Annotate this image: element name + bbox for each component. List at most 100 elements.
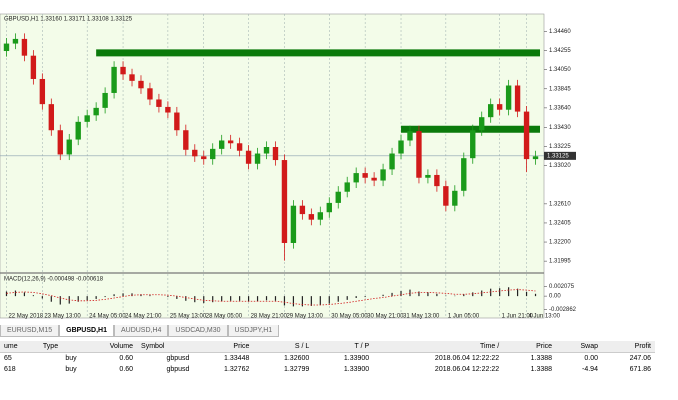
candle-body bbox=[12, 38, 19, 44]
candle-body bbox=[496, 104, 503, 110]
chart-title: GBPUSD,H1 1.33160 1.33171 1.33108 1.3312… bbox=[4, 17, 133, 23]
cell: 0.00 bbox=[584, 355, 598, 362]
x-tick-label: 30 May 05:00 bbox=[331, 314, 368, 320]
cell: 1.33448 bbox=[224, 355, 250, 362]
chart-area bbox=[0, 13, 545, 319]
candle-body bbox=[479, 117, 485, 131]
candle-body bbox=[461, 158, 467, 191]
candle-body bbox=[272, 147, 279, 161]
y-tick-label: 1.33020 bbox=[549, 163, 571, 169]
column-header[interactable]: ume bbox=[0, 341, 39, 353]
candle-body bbox=[66, 139, 72, 155]
column-header[interactable]: S / L bbox=[253, 341, 314, 353]
y-tick-label: 1.34255 bbox=[549, 48, 571, 54]
candle-body bbox=[371, 177, 377, 181]
candle-body bbox=[111, 66, 117, 93]
y-tick-label: 1.34460 bbox=[549, 29, 571, 35]
candle-body bbox=[174, 112, 180, 131]
cell: buy bbox=[65, 366, 77, 373]
y-tick-label: 0.00 bbox=[549, 294, 561, 300]
column-header[interactable]: Symbol bbox=[137, 341, 194, 353]
y-tick-label: 1.33845 bbox=[549, 86, 571, 92]
column-header[interactable]: Price bbox=[503, 341, 557, 353]
x-tick-label: 31 May 13:00 bbox=[403, 314, 440, 320]
candle-body bbox=[218, 140, 225, 149]
cell: 1.32600 bbox=[283, 355, 310, 362]
column-header[interactable]: Volume bbox=[80, 341, 138, 353]
candle-body bbox=[93, 107, 99, 116]
y-tick-label: 1.33430 bbox=[549, 125, 571, 131]
candle-body bbox=[353, 173, 359, 183]
candle-body bbox=[48, 104, 55, 131]
symbol-tabs: EURUSD,M15 GBPUSD,H1 AUDUSD,H4 USDCAD,M30 US… bbox=[0, 325, 280, 337]
candle-body bbox=[514, 85, 521, 112]
candle-body bbox=[165, 106, 171, 113]
candle-body bbox=[416, 131, 422, 178]
symbol-tab[interactable]: EURUSD,M15 bbox=[0, 325, 60, 337]
candle-body bbox=[434, 174, 440, 187]
y-tick-label: 1.32610 bbox=[549, 201, 571, 207]
chart: GBPUSD,H1 1.33160 1.33171 1.33108 1.3312… bbox=[0, 13, 577, 320]
candle-body bbox=[3, 43, 10, 52]
candle-body bbox=[523, 111, 530, 160]
candle-body bbox=[335, 191, 341, 203]
y-tick-label: 1.32405 bbox=[549, 221, 571, 227]
x-tick-label: 30 May 21:00 bbox=[367, 314, 404, 320]
cell: 1.33900 bbox=[343, 366, 370, 373]
x-tick-label: 23 May 13:00 bbox=[44, 314, 81, 320]
x-tick-label: 24 May 05:00 bbox=[89, 314, 126, 320]
candle-body bbox=[398, 140, 404, 154]
candle-body bbox=[505, 85, 512, 110]
candle-body bbox=[308, 214, 315, 220]
order-row[interactable]: 618 buy 0.60 gbpusd 1.32762 1.32799 1.33900 201… bbox=[0, 364, 655, 375]
column-header[interactable]: T / P bbox=[313, 341, 374, 353]
candle-body bbox=[281, 160, 288, 243]
y-tick-label: 1.33640 bbox=[549, 105, 571, 111]
cell: 1.32762 bbox=[224, 366, 250, 373]
order-row[interactable]: 65 buy 0.60 gbpusd 1.33448 1.32600 1.33900 2018… bbox=[0, 353, 655, 365]
column-header[interactable]: Time / bbox=[373, 341, 504, 353]
column-header[interactable]: Swap bbox=[556, 341, 602, 353]
candle-body bbox=[75, 121, 81, 140]
cell: 2018.06.04 12:22:22 bbox=[434, 355, 500, 362]
candle-body bbox=[326, 202, 332, 213]
x-tick-label: 29 May 13:00 bbox=[286, 314, 323, 320]
cell: 0.60 bbox=[119, 366, 134, 373]
x-tick-label: 28 May 21:00 bbox=[251, 314, 288, 320]
cell: 1.32799 bbox=[283, 366, 310, 373]
symbol-tab[interactable]: USDCAD,M30 bbox=[168, 325, 228, 337]
candle-body bbox=[227, 140, 234, 144]
symbol-tab[interactable]: AUDUSD,H4 bbox=[113, 325, 169, 337]
candle-body bbox=[407, 131, 413, 141]
candle-body bbox=[102, 92, 108, 108]
candle-body bbox=[39, 78, 46, 105]
column-header[interactable]: Profit bbox=[601, 341, 655, 353]
cell: 1.3388 bbox=[530, 366, 553, 373]
x-tick-label: 25 May 13:00 bbox=[170, 314, 207, 320]
candle-body bbox=[236, 143, 243, 151]
x-tick-label: 1 Jun 21:00 bbox=[502, 314, 534, 320]
x-tick-label: 28 May 05:00 bbox=[206, 314, 243, 320]
y-tick-label: 0.002075 bbox=[549, 284, 575, 290]
candle-body bbox=[84, 115, 90, 122]
y-tick-label: 1.32200 bbox=[549, 240, 571, 246]
last-price-box bbox=[544, 151, 576, 160]
candle-body bbox=[299, 205, 306, 215]
cell: buy bbox=[65, 355, 77, 362]
candle-body bbox=[470, 130, 476, 159]
x-tick-label: 22 May 2018 bbox=[8, 314, 43, 320]
y-tick-label: 1.34050 bbox=[549, 67, 571, 73]
candle-body bbox=[57, 130, 63, 155]
cell: 247.06 bbox=[629, 355, 651, 362]
symbol-tab[interactable]: USDJPY,H1 bbox=[227, 325, 280, 337]
symbol-tab[interactable]: GBPUSD,H1 bbox=[59, 325, 114, 337]
cell: 2018.06.04 12:22:22 bbox=[434, 366, 500, 373]
candle-body bbox=[452, 190, 458, 206]
column-header[interactable]: Type bbox=[38, 341, 81, 353]
cell: 65 bbox=[4, 355, 12, 362]
candle-body bbox=[30, 55, 37, 79]
candle-body bbox=[192, 149, 198, 157]
candle-body bbox=[254, 153, 261, 164]
column-header[interactable]: Price bbox=[193, 341, 254, 353]
